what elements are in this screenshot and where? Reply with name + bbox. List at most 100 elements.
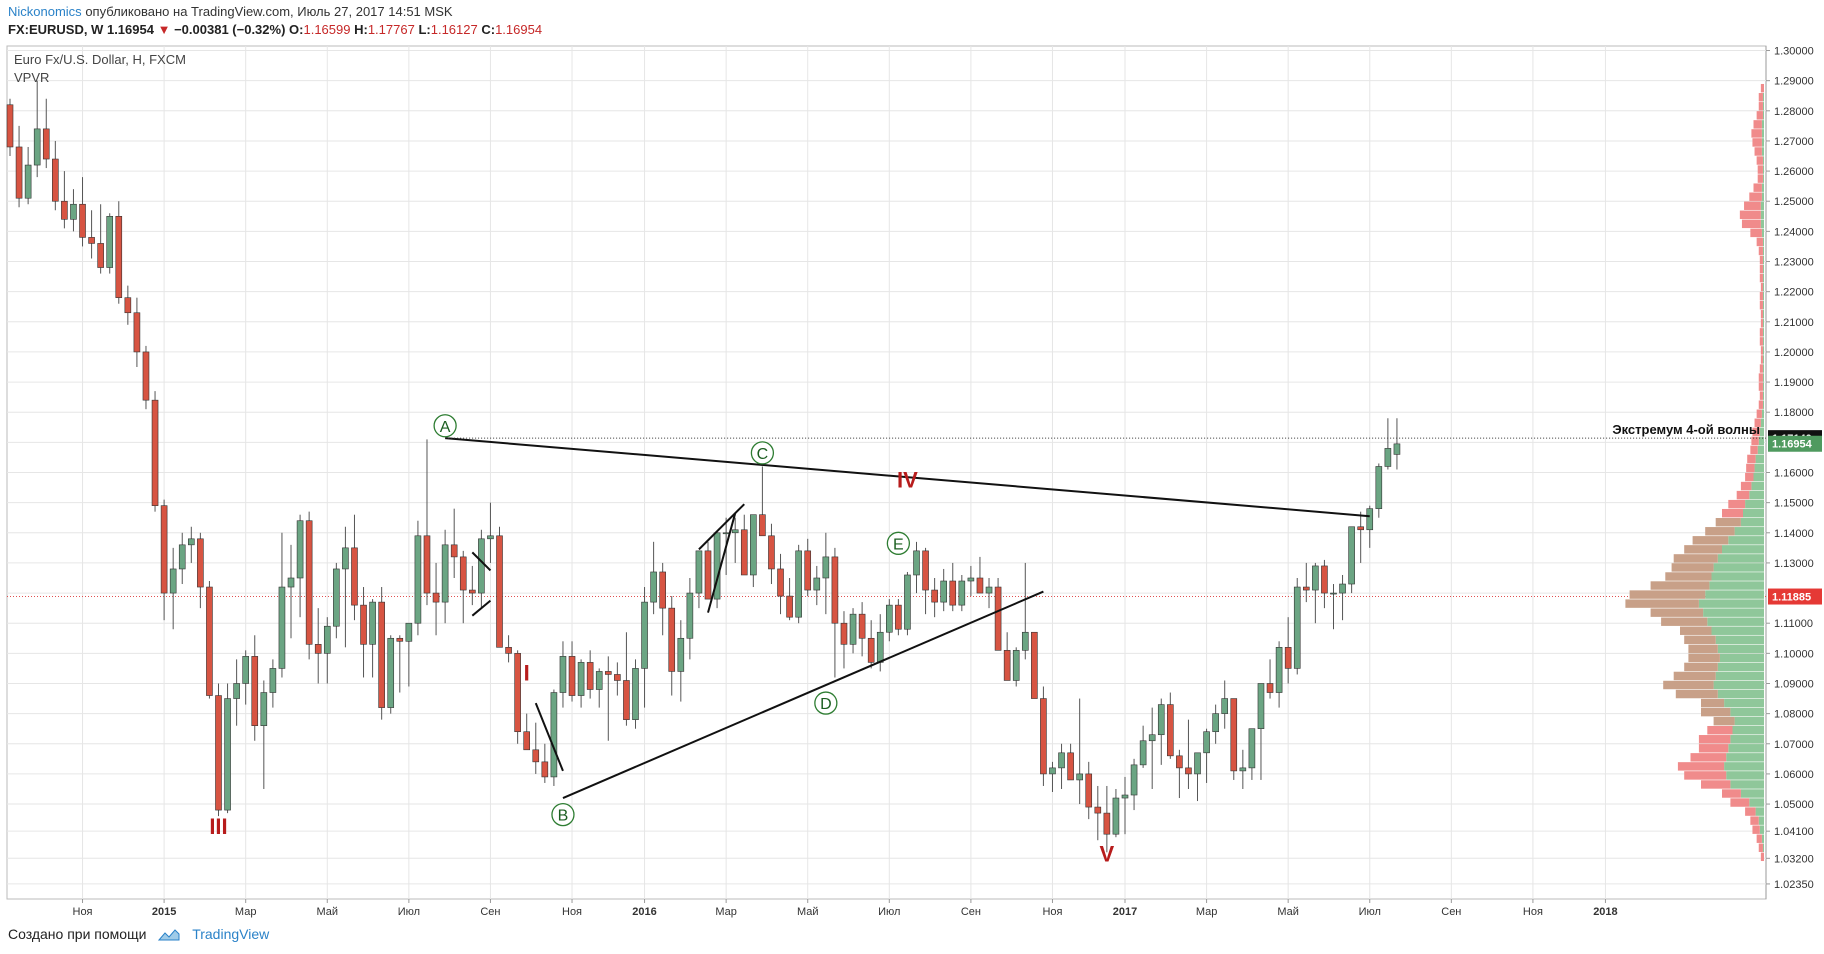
candle[interactable] bbox=[1130, 758, 1138, 811]
price-axis[interactable]: 1.30000 1.29000 1.28000 1.27000 1.26000 1.250… bbox=[1766, 46, 1822, 891]
candle[interactable] bbox=[958, 574, 966, 612]
candle[interactable] bbox=[1012, 647, 1020, 687]
candle[interactable] bbox=[387, 635, 395, 714]
candle[interactable] bbox=[632, 659, 639, 729]
candle[interactable] bbox=[985, 577, 993, 609]
candle[interactable] bbox=[614, 662, 621, 696]
trend-line[interactable] bbox=[534, 702, 564, 772]
candle[interactable] bbox=[142, 345, 150, 410]
candle[interactable] bbox=[206, 581, 213, 699]
candle[interactable] bbox=[478, 529, 485, 609]
candle[interactable] bbox=[759, 466, 766, 537]
candle[interactable] bbox=[795, 544, 802, 624]
candle[interactable] bbox=[351, 514, 358, 621]
trend-line[interactable] bbox=[707, 512, 737, 613]
candle[interactable] bbox=[414, 520, 422, 636]
candle[interactable] bbox=[441, 529, 449, 624]
candle[interactable] bbox=[550, 689, 558, 786]
trend-line[interactable] bbox=[562, 590, 1044, 799]
candle[interactable] bbox=[586, 650, 594, 699]
candle[interactable] bbox=[541, 743, 549, 783]
candle[interactable] bbox=[1058, 743, 1065, 789]
candle[interactable] bbox=[1021, 562, 1029, 660]
candle[interactable] bbox=[695, 550, 703, 609]
candle[interactable] bbox=[88, 210, 95, 259]
candle[interactable] bbox=[1003, 632, 1011, 681]
tradingview-link[interactable]: TradingView bbox=[192, 926, 270, 942]
candle[interactable] bbox=[469, 565, 476, 606]
candle[interactable] bbox=[777, 553, 784, 615]
candle[interactable] bbox=[940, 568, 947, 612]
candle[interactable] bbox=[623, 632, 630, 726]
candle[interactable] bbox=[314, 608, 322, 684]
author-link[interactable]: Nickonomics bbox=[8, 4, 82, 19]
candle[interactable] bbox=[731, 517, 739, 563]
candle[interactable] bbox=[786, 577, 793, 621]
candle[interactable] bbox=[287, 544, 295, 639]
candle[interactable] bbox=[1157, 698, 1165, 765]
candle[interactable] bbox=[1339, 574, 1346, 621]
candle[interactable] bbox=[423, 439, 431, 606]
candle[interactable] bbox=[260, 680, 268, 789]
candle[interactable] bbox=[849, 608, 857, 654]
candle[interactable] bbox=[1393, 418, 1401, 470]
candle[interactable] bbox=[1031, 631, 1038, 699]
candle[interactable] bbox=[52, 140, 59, 211]
candle[interactable] bbox=[369, 599, 376, 678]
candle[interactable] bbox=[768, 523, 775, 585]
candle[interactable] bbox=[913, 541, 920, 594]
candle[interactable] bbox=[1230, 698, 1238, 780]
candle[interactable] bbox=[1121, 776, 1129, 835]
candle[interactable] bbox=[904, 571, 911, 636]
candle[interactable] bbox=[831, 547, 839, 678]
candle[interactable] bbox=[106, 213, 114, 274]
candle[interactable] bbox=[405, 622, 413, 687]
candle[interactable] bbox=[840, 611, 848, 669]
candle[interactable] bbox=[450, 508, 458, 578]
candle[interactable] bbox=[1284, 617, 1292, 684]
candle[interactable] bbox=[360, 587, 367, 678]
candle[interactable] bbox=[79, 177, 86, 247]
candle[interactable] bbox=[1076, 698, 1083, 805]
candle[interactable] bbox=[1266, 659, 1274, 699]
candle[interactable] bbox=[305, 511, 313, 660]
candle[interactable] bbox=[1366, 505, 1374, 548]
candle[interactable] bbox=[1330, 584, 1337, 630]
candle[interactable] bbox=[822, 532, 830, 615]
candle[interactable] bbox=[378, 587, 385, 720]
candle[interactable] bbox=[1348, 526, 1355, 594]
candle[interactable] bbox=[532, 722, 540, 774]
candle[interactable] bbox=[224, 683, 231, 814]
candle[interactable] bbox=[70, 189, 77, 232]
candle[interactable] bbox=[1203, 728, 1210, 783]
candle[interactable] bbox=[1248, 728, 1256, 780]
candle[interactable] bbox=[976, 556, 984, 594]
candle[interactable] bbox=[269, 659, 277, 708]
trend-line[interactable] bbox=[471, 551, 492, 572]
candle[interactable] bbox=[858, 602, 866, 657]
candle[interactable] bbox=[595, 668, 603, 708]
candle[interactable] bbox=[641, 587, 648, 708]
trend-line[interactable] bbox=[445, 437, 1370, 518]
candle[interactable] bbox=[1302, 562, 1310, 603]
candle[interactable] bbox=[1321, 559, 1328, 609]
candle[interactable] bbox=[659, 562, 666, 636]
candle[interactable] bbox=[577, 659, 585, 708]
candle[interactable] bbox=[1067, 743, 1074, 781]
candle[interactable] bbox=[740, 514, 748, 576]
candle[interactable] bbox=[886, 599, 893, 642]
candle[interactable] bbox=[1357, 511, 1364, 563]
candle[interactable] bbox=[1384, 418, 1392, 470]
candle[interactable] bbox=[686, 577, 694, 660]
candle[interactable] bbox=[1375, 463, 1383, 518]
candle[interactable] bbox=[514, 650, 521, 744]
trend-lines[interactable] bbox=[445, 437, 1370, 799]
candle[interactable] bbox=[1049, 761, 1056, 792]
candle[interactable] bbox=[61, 171, 68, 229]
candle[interactable] bbox=[169, 547, 177, 630]
candle[interactable] bbox=[1275, 641, 1283, 708]
candle[interactable] bbox=[178, 532, 186, 585]
candle[interactable] bbox=[233, 659, 240, 726]
candle[interactable] bbox=[251, 635, 259, 741]
